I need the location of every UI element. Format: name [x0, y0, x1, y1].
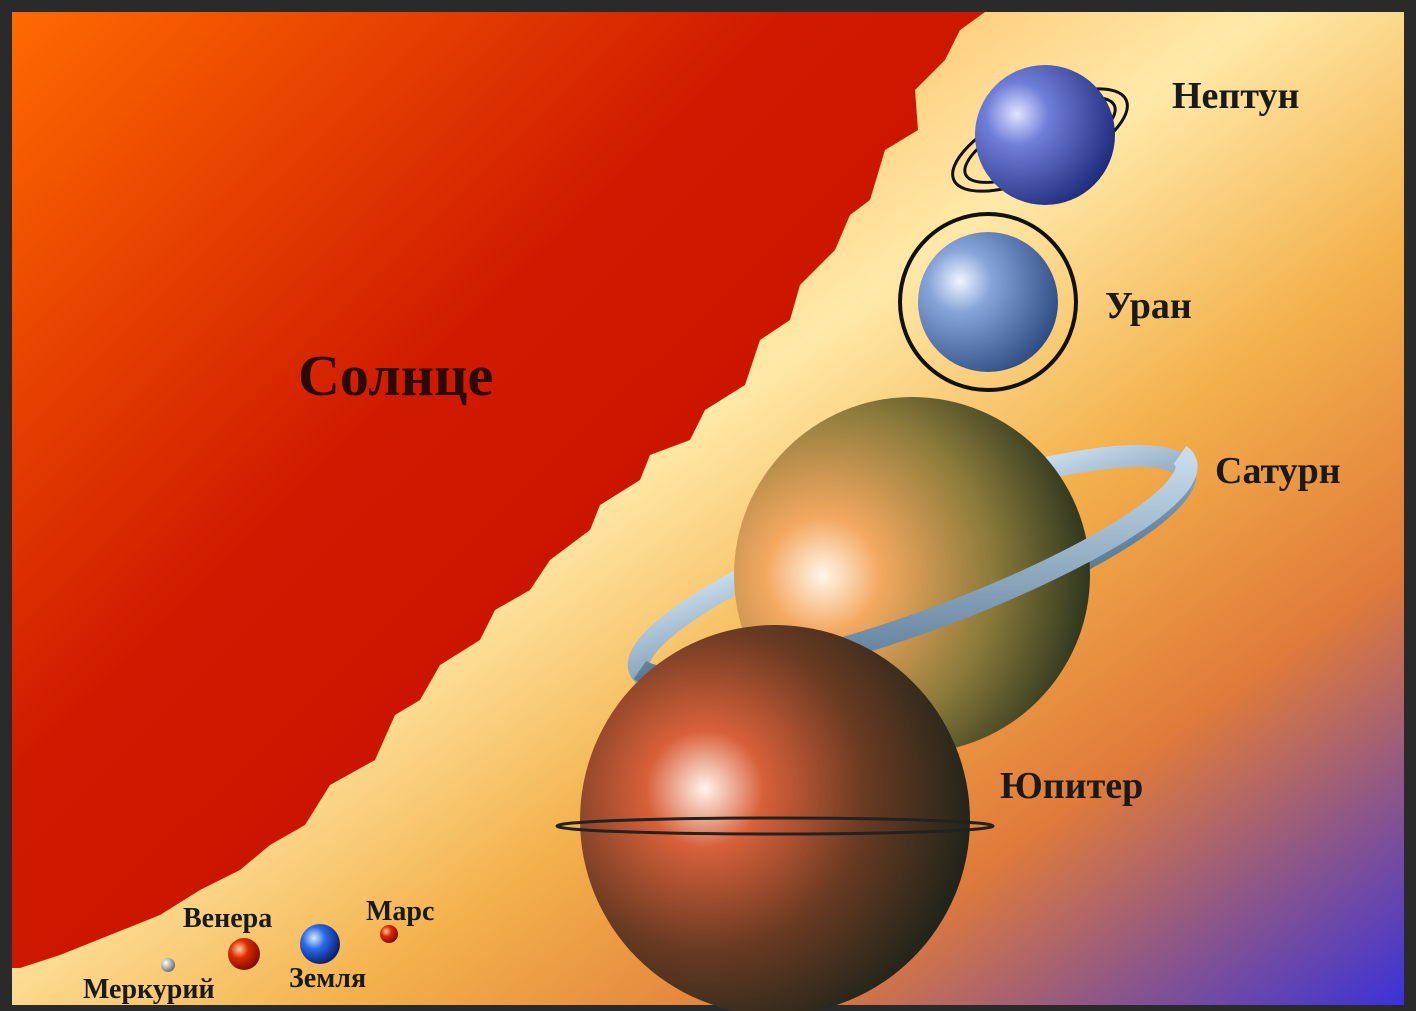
venus — [228, 938, 260, 970]
label: Уран — [1105, 285, 1192, 327]
label: Юпитер — [1000, 765, 1143, 807]
label: Сатурн — [1215, 450, 1341, 492]
neptune — [975, 65, 1115, 205]
label: Солнце — [298, 343, 493, 408]
label: Земля — [289, 963, 366, 994]
label: Меркурий — [83, 974, 215, 1005]
label: Нептун — [1172, 75, 1299, 117]
label: Марс — [366, 896, 434, 927]
uranus — [918, 232, 1058, 372]
earth — [300, 924, 340, 964]
page: Солнце Нептун Уран Сатурн Юпитер Венера … — [0, 0, 1416, 1011]
solar-system-illustration: Солнце Нептун Уран Сатурн Юпитер Венера … — [0, 0, 1416, 1011]
mercury — [161, 958, 175, 972]
label: Венера — [183, 903, 272, 934]
mars — [380, 925, 398, 943]
